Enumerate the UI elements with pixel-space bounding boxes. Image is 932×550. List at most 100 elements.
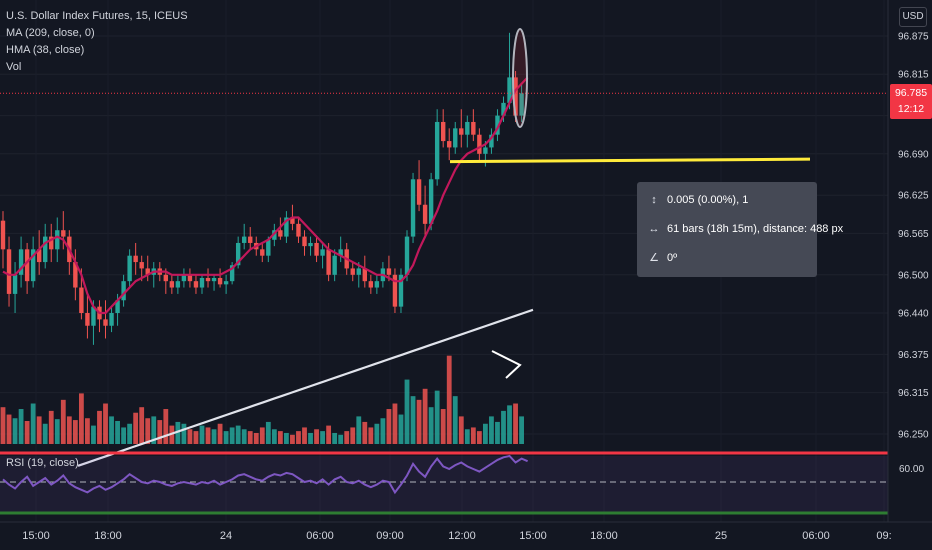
candle-body <box>332 255 337 275</box>
price-tick-label: 96.500 <box>898 270 929 281</box>
candle-body <box>91 306 96 326</box>
candle-body <box>260 249 265 256</box>
volume-bar <box>103 403 108 444</box>
candle-body <box>36 249 42 263</box>
volume-bar <box>30 403 36 444</box>
time-tick-label: 15:00 <box>519 530 547 542</box>
candle-body <box>43 236 48 263</box>
candle-body <box>30 249 36 282</box>
volume-bar <box>302 427 307 444</box>
volume-bar <box>344 431 350 444</box>
time-tick-label: 06:00 <box>306 530 334 542</box>
candle-body <box>24 249 30 282</box>
rsi-tick-label: 60.00 <box>899 464 924 475</box>
volume-bar <box>235 425 241 444</box>
volume-bar <box>483 423 488 444</box>
rsi-pane <box>0 451 888 515</box>
volume-bar <box>410 396 416 444</box>
volume-bar <box>434 390 440 444</box>
volume-bar <box>314 429 319 444</box>
candle-body <box>139 262 144 269</box>
volume-bar <box>476 431 482 444</box>
candle-body <box>302 236 307 247</box>
last-price-tag: 96.785 12:12 <box>890 84 932 119</box>
volume-bar <box>211 429 217 444</box>
candle-body <box>350 268 355 275</box>
volume-bar <box>428 407 434 444</box>
rsi-legend[interactable]: RSI (19, close) <box>6 457 79 469</box>
volume-bar <box>223 431 229 444</box>
volume-bar <box>133 412 139 444</box>
candle-body <box>356 268 361 275</box>
candle-body <box>278 230 283 237</box>
candle-body <box>440 121 446 142</box>
time-tick-label: 09:00 <box>376 530 404 542</box>
volume-bar <box>60 399 66 444</box>
volume-bar <box>513 403 518 444</box>
vol-legend[interactable]: Vol <box>6 61 22 73</box>
candle-body <box>513 77 518 116</box>
candle-body <box>205 277 211 282</box>
volume-bar <box>458 416 464 444</box>
hma-legend[interactable]: HMA (38, close) <box>6 44 85 56</box>
price-axis[interactable]: 96.87596.81596.75096.69096.62596.56596.5… <box>887 0 929 522</box>
ma-legend[interactable]: MA (209, close, 0) <box>6 27 95 39</box>
candle-body <box>314 242 319 256</box>
volume-bar <box>326 425 332 444</box>
arrow-mark[interactable] <box>491 350 522 379</box>
volume-bar <box>85 418 90 444</box>
volume-bar <box>332 432 338 444</box>
volume-bar <box>489 416 494 444</box>
ellipse-highlight[interactable] <box>512 28 528 128</box>
horizontal-line[interactable] <box>449 157 811 164</box>
measure-range: 61 bars (18h 15m), distance: 488 px <box>667 223 844 235</box>
volume-bar <box>440 409 446 444</box>
time-tick-label: 15:00 <box>22 530 50 542</box>
candle-body <box>416 179 422 205</box>
volume-bar <box>145 418 151 444</box>
symbol-title[interactable]: U.S. Dollar Index Futures, 15, ICEUS <box>6 10 188 22</box>
volume-bar <box>199 425 205 444</box>
candle-body <box>386 268 392 275</box>
time-tick-label: 12:00 <box>448 530 476 542</box>
volume-bar <box>501 410 506 444</box>
volume-bar <box>151 416 157 444</box>
volume-bar <box>374 423 380 444</box>
candle-body <box>489 134 494 148</box>
last-price-value: 96.785 <box>894 87 928 99</box>
volume-bar <box>422 388 428 444</box>
volume-bar <box>36 416 42 444</box>
price-tick-label: 96.565 <box>898 229 929 240</box>
candle-body <box>49 236 54 250</box>
volume-bar <box>127 423 133 444</box>
volume-bar <box>193 431 199 444</box>
candle-body <box>410 179 416 237</box>
volume-bar <box>495 421 500 444</box>
volume-bar <box>452 396 458 444</box>
volume-bar <box>259 427 265 444</box>
candle-body <box>320 249 325 256</box>
candle-body <box>121 281 126 301</box>
volume-bar <box>121 427 126 444</box>
volume-bar <box>308 432 313 444</box>
bars-range-icon: ↔ <box>648 223 660 235</box>
candle-body <box>211 277 217 282</box>
candle-body <box>326 249 331 275</box>
measure-angle-row: ∠ 0º <box>647 249 677 267</box>
price-tick-label: 96.375 <box>898 350 929 361</box>
candle-body <box>447 141 452 148</box>
candle-body <box>308 242 313 247</box>
volume-bar <box>338 434 344 444</box>
price-tick-label: 96.440 <box>898 309 929 320</box>
currency-button[interactable]: USD <box>899 7 927 27</box>
candle-body <box>6 249 12 294</box>
time-axis[interactable]: 15:00 18:00 24 06:00 09:00 12:00 15:00 18:00 25 0… <box>0 521 932 542</box>
volume-bar <box>470 427 476 444</box>
measure-tooltip: ↕ 0.005 (0.00%), 1 ↔ 61 bars (18h 15m), di… <box>637 182 843 277</box>
volume-bar <box>392 403 398 444</box>
candle-body <box>115 300 120 314</box>
bar-countdown: 12:12 <box>897 103 925 115</box>
volume-bar <box>72 420 78 444</box>
volume-bar <box>66 416 72 444</box>
